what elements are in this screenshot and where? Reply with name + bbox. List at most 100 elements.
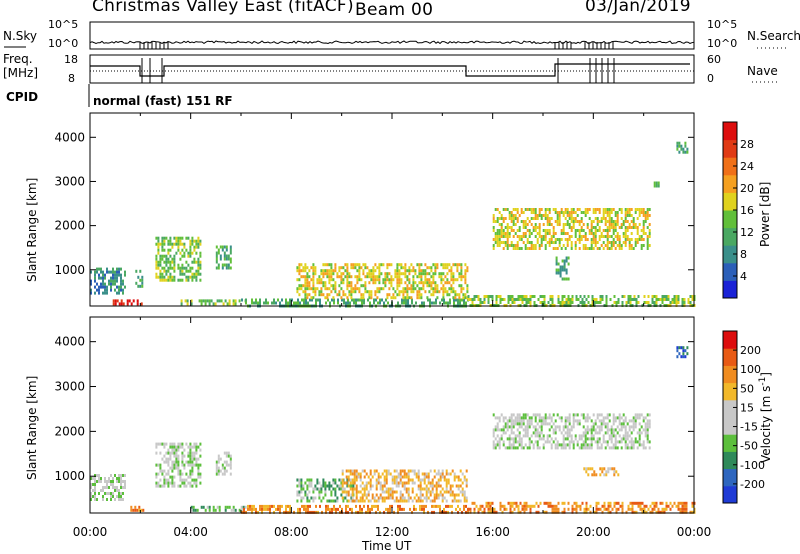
range-cell	[340, 484, 343, 488]
range-cell	[341, 472, 344, 476]
range-cell	[342, 278, 345, 282]
range-cell	[588, 208, 591, 211]
range-cell	[408, 296, 411, 300]
range-cell	[307, 510, 309, 514]
range-cell	[508, 217, 511, 220]
range-cell	[296, 490, 299, 494]
range-cell	[396, 263, 399, 267]
range-cell	[320, 490, 323, 494]
range-cell	[424, 263, 427, 267]
range-cell	[502, 416, 505, 420]
range-cell	[630, 437, 633, 441]
range-cell	[420, 287, 423, 291]
range-cell	[179, 272, 182, 276]
range-cell	[395, 490, 398, 494]
range-cell	[452, 278, 455, 282]
range-cell	[334, 493, 337, 497]
range-cell	[519, 298, 522, 301]
range-cell	[402, 266, 405, 270]
range-cell	[638, 416, 641, 420]
range-cell	[590, 232, 593, 235]
range-cell	[498, 440, 501, 444]
range-cell	[385, 490, 388, 494]
range-cell	[558, 416, 561, 420]
range-cell	[398, 263, 401, 267]
range-cell	[181, 269, 184, 273]
range-cell	[655, 295, 658, 298]
range-cell	[676, 144, 679, 148]
range-cell	[614, 434, 617, 438]
range-cell	[169, 254, 172, 258]
range-cell	[385, 481, 388, 485]
range-cell	[267, 507, 269, 511]
range-cell	[496, 443, 499, 447]
range-cell	[562, 440, 565, 444]
range-cell	[616, 440, 619, 444]
range-cell	[177, 472, 180, 476]
range-cell	[560, 238, 563, 241]
range-cell	[422, 287, 425, 291]
range-cell	[234, 302, 237, 306]
range-cell	[304, 263, 307, 267]
range-cell	[560, 431, 563, 435]
range-cell	[609, 501, 612, 505]
range-cell	[224, 505, 227, 509]
range-cell	[189, 460, 192, 464]
range-cell	[221, 263, 224, 267]
range-cell	[104, 477, 106, 480]
range-cell	[563, 507, 566, 511]
range-cell	[596, 431, 599, 435]
range-cell	[492, 214, 495, 217]
range-cell	[106, 270, 108, 274]
range-cell	[106, 483, 108, 486]
range-cell	[298, 266, 301, 270]
range-cell	[361, 510, 363, 514]
range-cell	[420, 272, 423, 276]
range-cell	[637, 295, 640, 298]
range-cell	[518, 238, 521, 241]
range-cell	[562, 428, 565, 432]
range-cell	[312, 266, 315, 270]
range-cell	[588, 247, 591, 250]
range-cell	[516, 217, 519, 220]
range-cell	[193, 481, 196, 485]
range-cell	[333, 301, 335, 305]
range-cell	[197, 263, 200, 267]
range-cell	[401, 499, 404, 503]
range-cell	[600, 443, 603, 447]
range-cell	[304, 269, 307, 273]
range-cell	[348, 275, 351, 279]
range-cell	[397, 475, 400, 479]
range-cell	[302, 266, 305, 270]
range-cell	[524, 428, 527, 432]
range-cell	[548, 244, 551, 247]
range-cell	[529, 298, 532, 301]
range-cell	[167, 266, 170, 270]
range-cell	[298, 284, 301, 288]
range-cell	[622, 422, 625, 426]
range-cell	[197, 445, 200, 449]
range-cell	[584, 428, 587, 432]
range-cell	[314, 290, 317, 294]
range-cell	[383, 481, 386, 485]
range-cell	[181, 463, 184, 467]
range-cell	[590, 437, 593, 441]
range-cell	[613, 295, 616, 298]
range-cell	[197, 245, 200, 249]
range-cell	[594, 235, 597, 238]
range-cell	[642, 214, 645, 217]
range-cell	[610, 425, 613, 429]
range-cell	[392, 287, 395, 291]
range-cell	[253, 507, 255, 511]
range-cell	[465, 504, 467, 508]
range-cell	[389, 507, 391, 511]
range-cell	[574, 232, 577, 235]
range-cell	[436, 266, 439, 270]
range-cell	[424, 281, 427, 285]
range-cell	[251, 507, 253, 511]
range-cell	[331, 510, 333, 514]
range-cell	[157, 236, 160, 240]
range-cell	[417, 487, 420, 491]
range-cell	[519, 295, 522, 298]
range-cell	[626, 434, 629, 438]
